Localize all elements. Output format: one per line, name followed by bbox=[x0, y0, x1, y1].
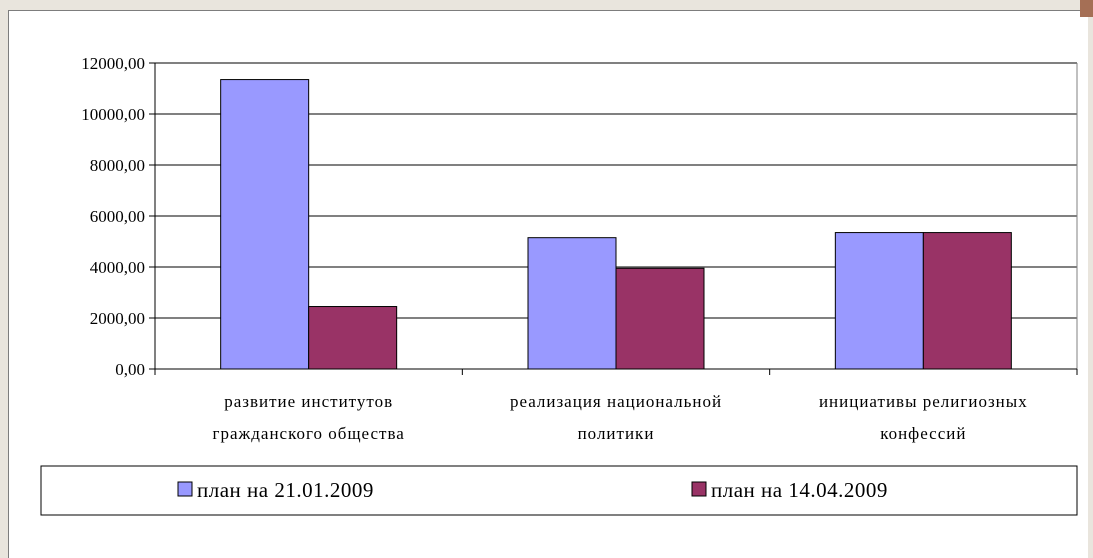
bar-series-2-category-1 bbox=[308, 306, 398, 370]
bar-series-2-category-3 bbox=[922, 232, 1012, 370]
category-labels: развитие институтов гражданского общества… bbox=[213, 392, 1028, 443]
legend-swatch-series-1 bbox=[177, 481, 193, 497]
window-corner-accent bbox=[1080, 0, 1093, 17]
legend-swatch-series-2 bbox=[691, 481, 707, 497]
y-tick-label: 8000,00 bbox=[90, 156, 145, 175]
category-label: реализация национальной bbox=[510, 392, 722, 411]
legend-box bbox=[40, 465, 1078, 516]
category-label: политики bbox=[578, 424, 655, 443]
bar-series-1-category-3 bbox=[834, 232, 924, 370]
y-tick-label: 2000,00 bbox=[90, 309, 145, 328]
y-tick-labels: 0,00 2000,00 4000,00 6000,00 8000,00 10000,00… bbox=[81, 54, 145, 379]
category-label: инициативы религиозных bbox=[819, 392, 1028, 411]
bar-series-2-category-2 bbox=[615, 267, 705, 370]
y-tick-label: 4000,00 bbox=[90, 258, 145, 277]
legend-label-series-1: план на 21.01.2009 bbox=[197, 478, 374, 502]
y-tick-label: 6000,00 bbox=[90, 207, 145, 226]
bars bbox=[220, 79, 1012, 370]
y-tick-label: 10000,00 bbox=[81, 105, 145, 124]
axes bbox=[149, 62, 1078, 375]
category-label: гражданского общества bbox=[213, 424, 405, 443]
category-label: конфессий bbox=[880, 424, 966, 443]
y-tick-label: 0,00 bbox=[115, 360, 145, 379]
legend-label-series-2: план на 14.04.2009 bbox=[711, 478, 888, 502]
legend: план на 21.01.2009 план на 14.04.2009 bbox=[40, 465, 1078, 516]
bar-series-1-category-2 bbox=[527, 237, 617, 370]
category-label: развитие институтов bbox=[224, 392, 393, 411]
y-tick-label: 12000,00 bbox=[81, 54, 145, 73]
bar-series-1-category-1 bbox=[220, 79, 310, 370]
